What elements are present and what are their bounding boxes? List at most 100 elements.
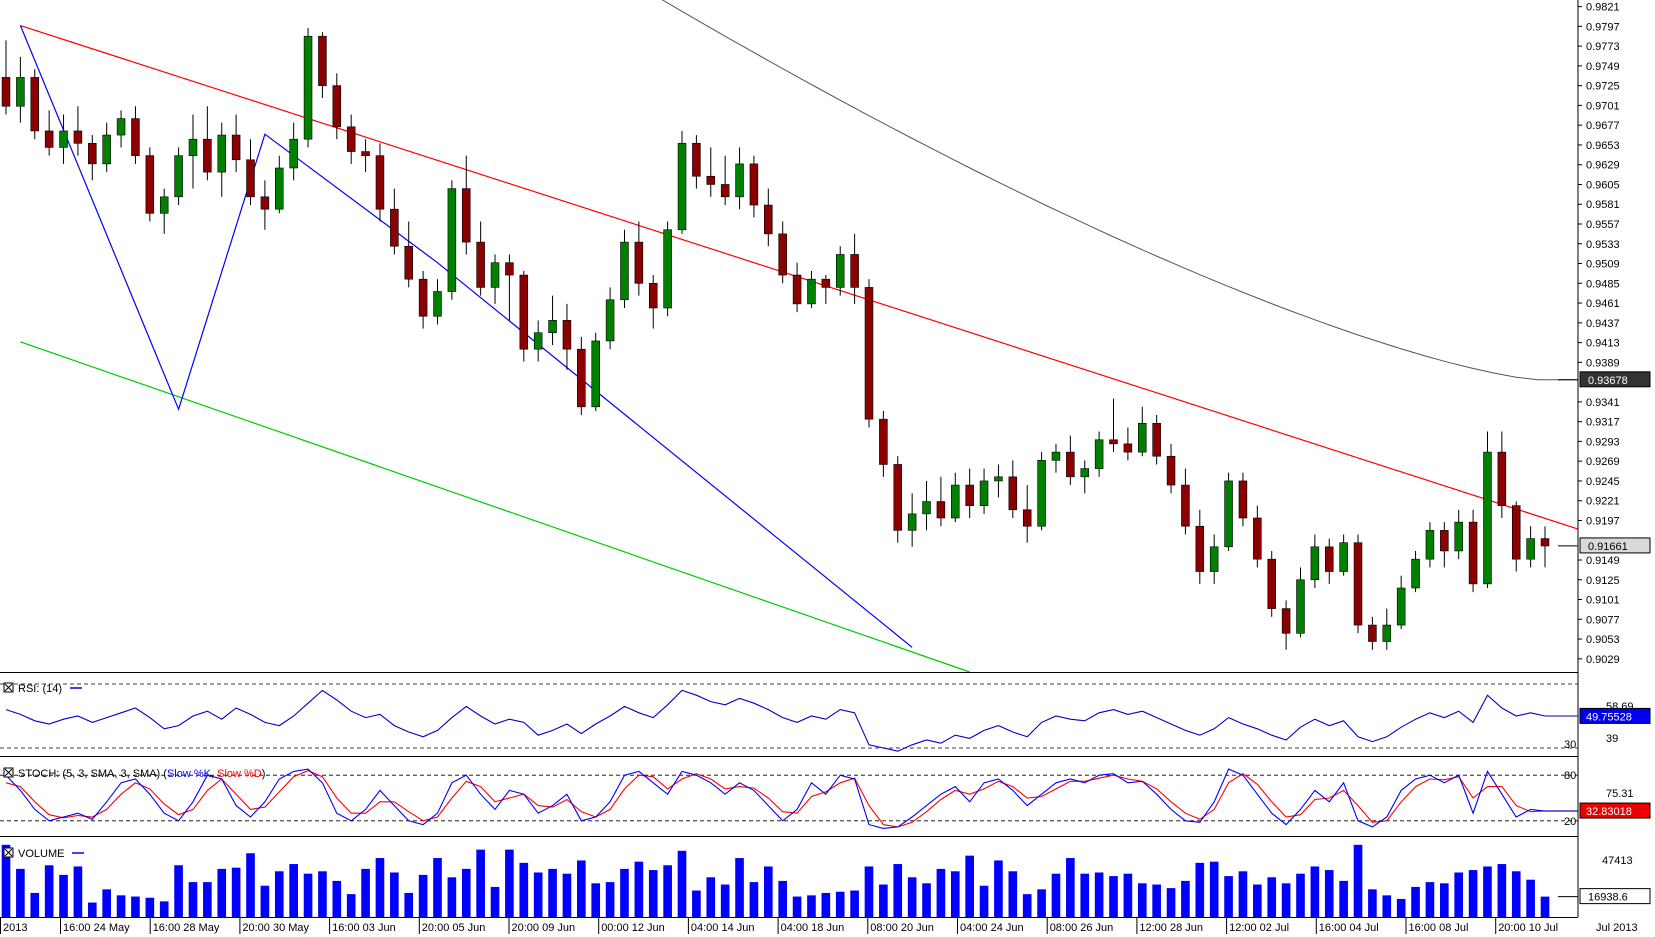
candle bbox=[476, 221, 485, 296]
price-tick-label: 0.9149 bbox=[1586, 555, 1620, 567]
candle bbox=[1209, 534, 1219, 584]
candle bbox=[59, 114, 68, 164]
volume-bar bbox=[692, 890, 701, 917]
volume-bar bbox=[850, 890, 859, 917]
price-tick-label: 0.9629 bbox=[1586, 160, 1620, 172]
stochastic-label-prefix: STOCH: (5, 3, SMA, 3, SMA) bbox=[18, 768, 160, 780]
price-tick-label: 0.9125 bbox=[1586, 575, 1620, 587]
candle-body bbox=[1152, 422, 1161, 457]
price-tick-label: 0.9581 bbox=[1586, 199, 1620, 211]
candle bbox=[1281, 600, 1291, 650]
price-tick-label: 0.9077 bbox=[1586, 614, 1620, 626]
candle-body bbox=[663, 229, 672, 309]
candle-body bbox=[1454, 521, 1463, 552]
volume-bar bbox=[461, 868, 471, 917]
volume-bar bbox=[318, 871, 327, 917]
candle-body bbox=[965, 484, 974, 506]
candle-body bbox=[1382, 624, 1392, 642]
candle bbox=[1339, 534, 1348, 576]
volume-bar bbox=[1368, 889, 1377, 917]
moving-average-line bbox=[661, 0, 1578, 381]
price-tick-label: 0.9053 bbox=[1586, 634, 1620, 646]
candle-body bbox=[174, 155, 183, 198]
candle-body bbox=[88, 142, 97, 165]
volume-bar bbox=[87, 902, 97, 917]
volume-bar bbox=[562, 873, 572, 917]
volume-bar bbox=[1080, 873, 1090, 917]
candle bbox=[231, 114, 241, 173]
candle bbox=[1123, 427, 1133, 461]
candle bbox=[1022, 485, 1032, 543]
candle bbox=[835, 246, 845, 296]
candle-body bbox=[476, 241, 485, 288]
trendlines[interactable] bbox=[19, 24, 1579, 673]
stoch-value-box bbox=[1579, 802, 1651, 819]
volume-bar bbox=[1094, 872, 1104, 917]
time-tick-label: 20:00 05 Jun bbox=[422, 922, 486, 934]
volume-bar bbox=[979, 885, 989, 917]
candle-body bbox=[59, 130, 68, 148]
price-tick-label: 0.9485 bbox=[1586, 278, 1620, 290]
volume-bar bbox=[203, 882, 212, 917]
candle bbox=[1008, 460, 1018, 518]
candle bbox=[88, 135, 97, 181]
volume-bar bbox=[591, 883, 601, 917]
candle bbox=[1396, 575, 1406, 630]
candle bbox=[764, 188, 773, 247]
volume-bar bbox=[1037, 889, 1046, 917]
panel-frame bbox=[0, 0, 1579, 918]
main-price-panel[interactable]: 0.9821 0.9797 0.9773 0.9749 0.9725 0.9701 0.96… bbox=[1, 0, 1651, 673]
price-tick-label: 0.9749 bbox=[1586, 61, 1620, 73]
volume-bar bbox=[1181, 880, 1190, 917]
volume-bar bbox=[131, 896, 140, 917]
candle-body bbox=[433, 291, 442, 317]
volume-panel[interactable]: 47413 16938.6 VOLUME bbox=[1, 844, 1651, 917]
candle-body bbox=[159, 196, 169, 214]
candle-body bbox=[835, 254, 845, 288]
candle bbox=[1066, 435, 1075, 486]
candle bbox=[1468, 509, 1478, 593]
volume-bar bbox=[447, 877, 457, 917]
volume-bar bbox=[1022, 894, 1032, 917]
price-tick-label: 0.9221 bbox=[1586, 496, 1620, 508]
time-tick-label: 20:00 09 Jun bbox=[512, 922, 576, 934]
candle bbox=[1526, 526, 1535, 568]
candle bbox=[562, 303, 572, 370]
candle-body bbox=[1396, 587, 1406, 626]
candle bbox=[692, 135, 701, 189]
zigzag-line[interactable] bbox=[19, 25, 913, 648]
stochastic-panel[interactable]: 80 75.31 20 32.83018 STOCH: (5, 3, SMA, 3, … bbox=[0, 767, 1651, 829]
candle-body bbox=[749, 163, 759, 206]
time-tick-label: 12:00 02 Jul bbox=[1229, 922, 1289, 934]
rsi-label: RSI: (14) bbox=[18, 683, 62, 695]
candle bbox=[1411, 550, 1420, 593]
candle bbox=[807, 270, 816, 308]
price-tick-label: 0.9797 bbox=[1586, 21, 1620, 33]
stoch-value-tag: 32.83018 bbox=[1586, 806, 1632, 818]
candle-body bbox=[692, 142, 701, 177]
volume-bar bbox=[1468, 870, 1478, 917]
candle-body bbox=[764, 204, 773, 235]
candle-body bbox=[303, 35, 313, 140]
candle-body bbox=[1468, 521, 1478, 585]
volume-bar bbox=[1497, 864, 1507, 917]
candle bbox=[361, 139, 370, 173]
volume-tick-label: 47413 bbox=[1602, 855, 1633, 867]
time-tick-label: 16:00 28 May bbox=[153, 922, 220, 934]
candle bbox=[533, 320, 543, 362]
volume-bar bbox=[720, 884, 730, 917]
candle bbox=[591, 332, 600, 411]
candle bbox=[16, 56, 25, 123]
candle-body bbox=[893, 464, 903, 531]
candle-body bbox=[390, 208, 399, 247]
price-tick-label: 0.9821 bbox=[1586, 2, 1620, 14]
candle-body bbox=[519, 274, 529, 350]
candle-body bbox=[1483, 451, 1492, 585]
volume-bar bbox=[950, 871, 960, 917]
candle-body bbox=[203, 138, 212, 173]
volume-bar bbox=[792, 896, 802, 917]
candle bbox=[1238, 472, 1248, 527]
support-trendline[interactable] bbox=[20, 341, 970, 673]
